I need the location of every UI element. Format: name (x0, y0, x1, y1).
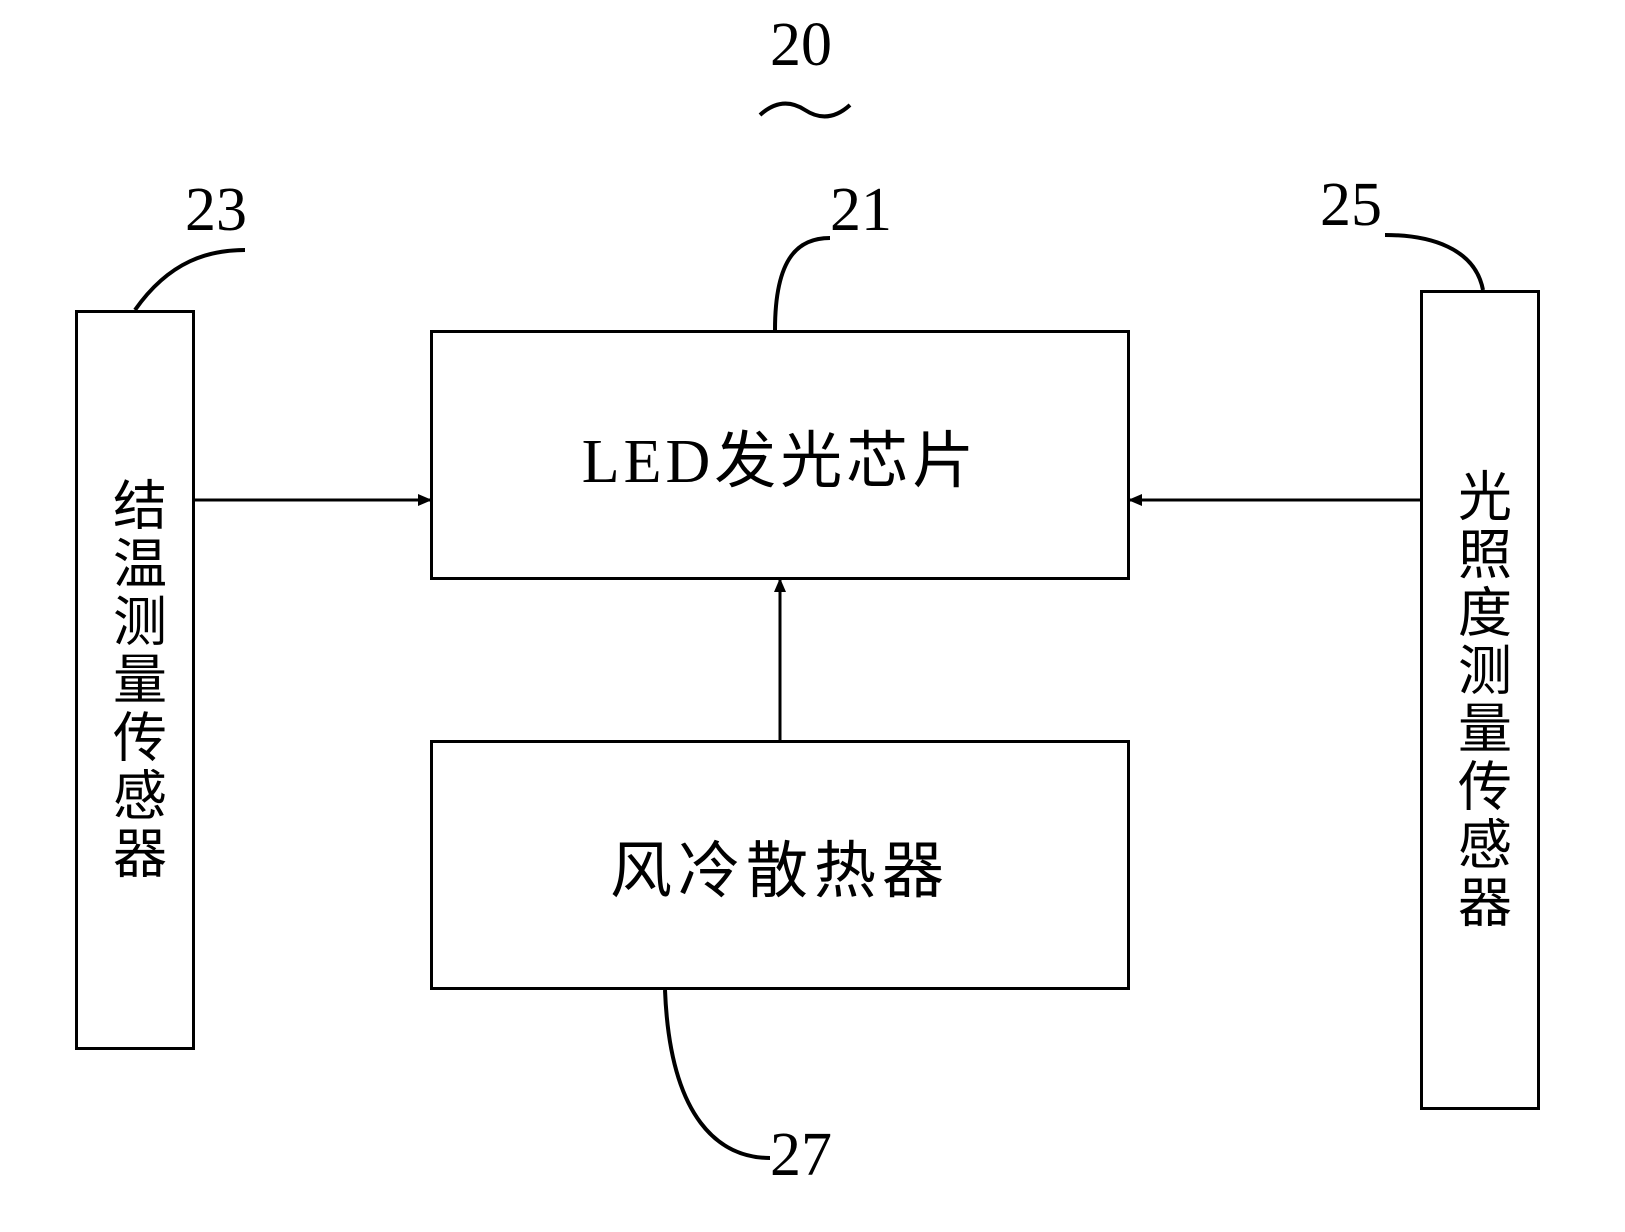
block-heatsink-text: 风冷散热器 (610, 820, 950, 910)
block-heatsink: 风冷散热器 (430, 740, 1130, 990)
block-right-sensor-text: 光照度测量传感器 (1441, 468, 1520, 932)
block-led-chip-text: LED发光芯片 (582, 410, 979, 500)
main-ref-label: 20 (770, 10, 832, 81)
ref-label-21: 21 (830, 175, 892, 246)
ref-label-27: 27 (770, 1120, 832, 1191)
ref-label-25: 25 (1320, 170, 1382, 241)
leader-23 (135, 250, 245, 310)
block-left-sensor-text: 结温测量传感器 (96, 477, 175, 883)
tilde-icon (760, 104, 850, 117)
leader-25 (1385, 235, 1483, 290)
block-right-sensor: 光照度测量传感器 (1420, 290, 1540, 1110)
ref-label-23: 23 (185, 175, 247, 246)
diagram-canvas: 20 结温测量传感器 光照度测量传感器 LED发光芯片 风冷散热器 23 21 … (0, 0, 1625, 1232)
block-led-chip: LED发光芯片 (430, 330, 1130, 580)
block-left-sensor: 结温测量传感器 (75, 310, 195, 1050)
leader-27 (665, 990, 770, 1158)
leader-21 (775, 238, 830, 330)
